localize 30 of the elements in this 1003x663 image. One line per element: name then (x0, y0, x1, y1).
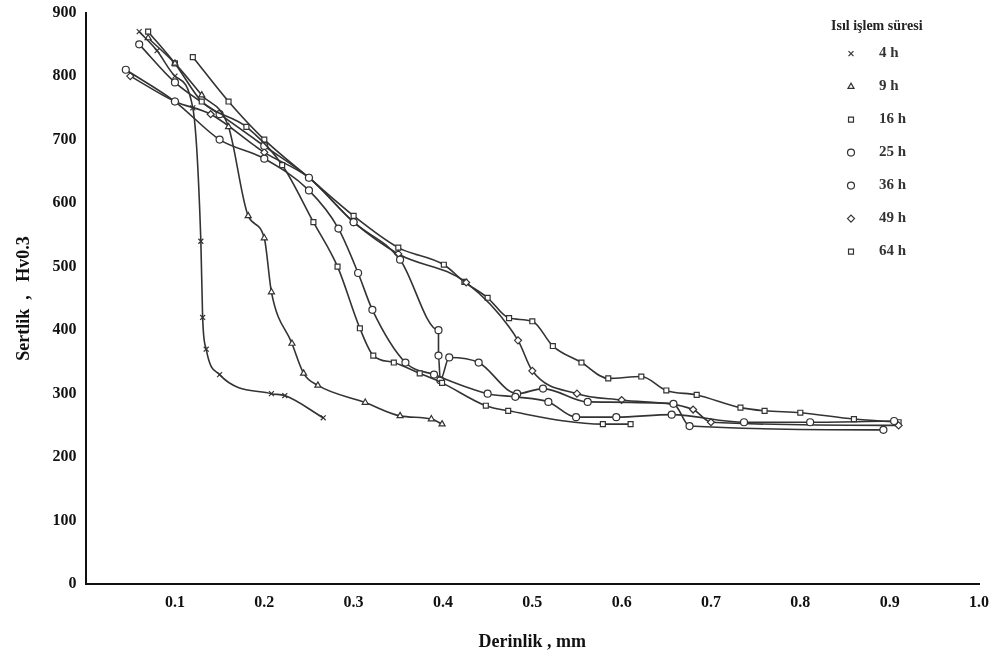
x-axis-title: Derinlik , mm (478, 630, 587, 651)
legend-label: 36 h (879, 176, 907, 193)
legend-title: Isıl işlem süresi (831, 18, 923, 34)
x-tick-label: 0.5 (522, 592, 543, 610)
y-tick-label: 300 (52, 383, 77, 401)
legend-label: 64 h (879, 242, 907, 259)
legend-label: 25 h (879, 143, 907, 160)
y-tick-label: 600 (52, 193, 77, 211)
y-tick-label: 200 (52, 447, 77, 465)
y-tick-label: 800 (52, 66, 77, 84)
x-tick-label: 0.3 (343, 592, 364, 610)
y-tick-label: 0 (68, 574, 77, 592)
legend-label: 16 h (879, 110, 907, 127)
x-tick-label: 0.1 (164, 592, 185, 610)
x-tick-label: 0.6 (611, 592, 632, 610)
y-tick-label: 900 (52, 2, 77, 20)
legend-label: 4 h (879, 44, 900, 61)
x-tick-label: 1.0 (969, 592, 989, 610)
x-tick-label: 0.7 (700, 592, 721, 610)
x-tick-label: 0.2 (254, 592, 275, 610)
y-axis-title: Sertlik , Hv0.3 (13, 236, 34, 361)
y-tick-label: 100 (52, 510, 77, 528)
x-tick-label: 0.9 (879, 592, 900, 610)
y-tick-label: 400 (52, 320, 77, 338)
y-tick-label: 500 (52, 256, 77, 274)
x-tick-label: 0.4 (432, 592, 453, 610)
x-tick-label: 0.8 (790, 592, 811, 610)
legend-label: 9 h (879, 77, 900, 94)
legend-label: 49 h (879, 209, 907, 226)
y-tick-label: 700 (52, 129, 77, 147)
